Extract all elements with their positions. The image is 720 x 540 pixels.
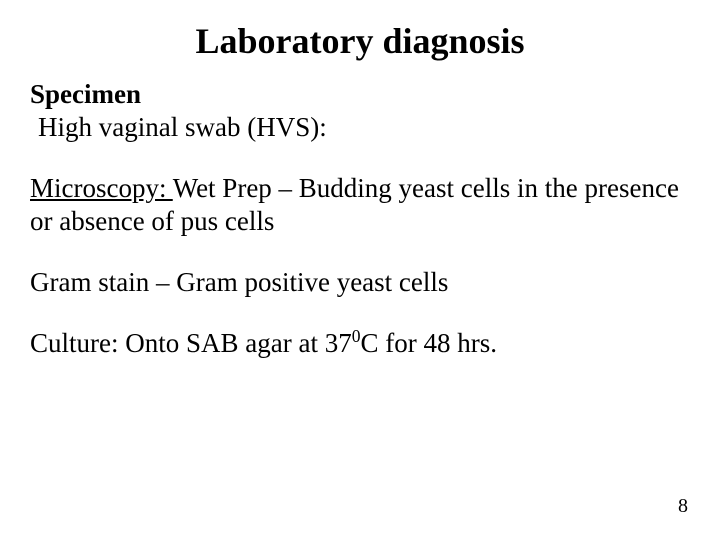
- culture-text-post: C for 48 hrs.: [360, 328, 497, 358]
- slide-title: Laboratory diagnosis: [30, 20, 690, 62]
- gram-stain-text: Gram stain – Gram positive yeast cells: [30, 266, 690, 299]
- microscopy-label: Microscopy:: [30, 173, 173, 203]
- microscopy-block: Microscopy: Wet Prep – Budding yeast cel…: [30, 172, 690, 238]
- slide-body: Specimen High vaginal swab (HVS): Micros…: [30, 78, 690, 360]
- specimen-text: High vaginal swab (HVS):: [30, 111, 690, 144]
- page-number: 8: [678, 495, 688, 518]
- slide: Laboratory diagnosis Specimen High vagin…: [0, 0, 720, 540]
- culture-text-pre: Culture: Onto SAB agar at 37: [30, 328, 352, 358]
- culture-block: Culture: Onto SAB agar at 370C for 48 hr…: [30, 327, 690, 360]
- specimen-block: Specimen High vaginal swab (HVS):: [30, 78, 690, 144]
- specimen-label: Specimen: [30, 78, 690, 111]
